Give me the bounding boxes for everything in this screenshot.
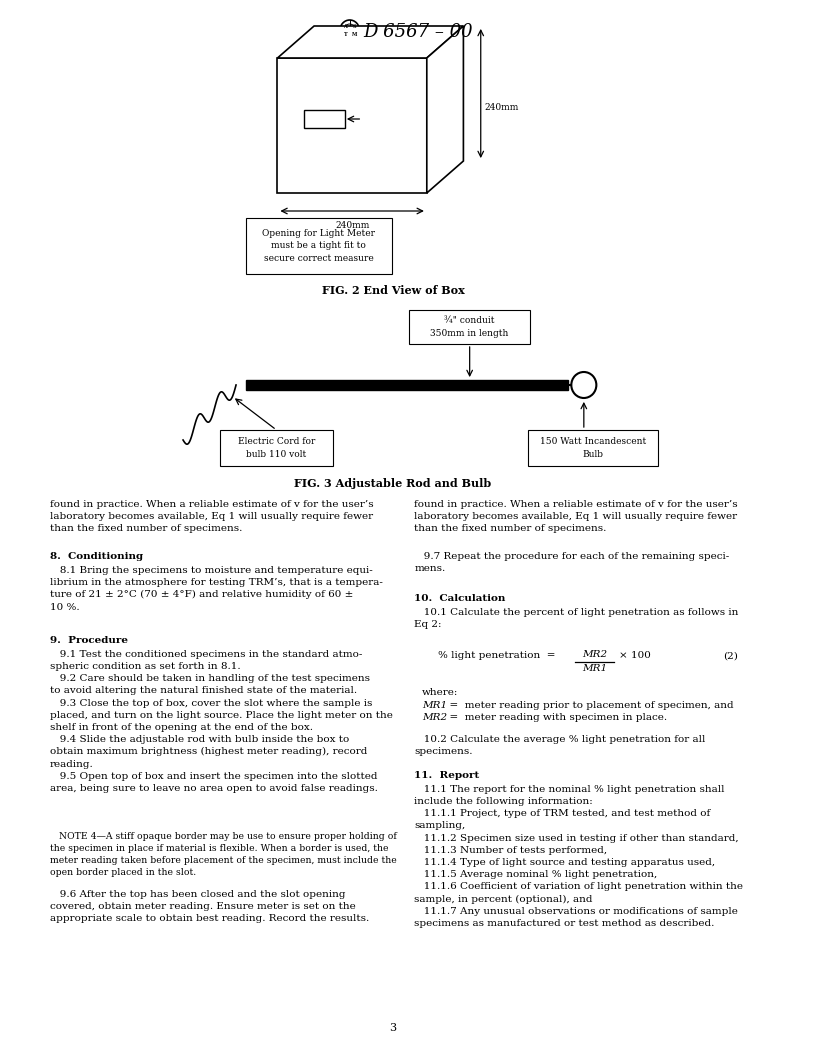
Text: 9.  Procedure: 9. Procedure: [50, 636, 128, 645]
Text: 10.  Calculation: 10. Calculation: [415, 593, 506, 603]
Text: found in practice. When a reliable estimate of v for the user’s
laboratory becom: found in practice. When a reliable estim…: [415, 499, 738, 533]
Text: =  meter reading with specimen in place.: = meter reading with specimen in place.: [443, 713, 667, 722]
Text: MR1: MR1: [422, 701, 447, 710]
Text: 11.  Report: 11. Report: [415, 771, 480, 780]
Polygon shape: [277, 26, 463, 58]
Text: M: M: [352, 32, 357, 37]
Text: Opening for Light Meter
must be a tight fit to
secure correct measure: Opening for Light Meter must be a tight …: [263, 229, 375, 263]
Text: 240mm: 240mm: [485, 103, 519, 112]
Bar: [220, 430, 334, 466]
Polygon shape: [427, 26, 463, 193]
Text: 8.1 Bring the specimens to moisture and temperature equi-
librium in the atmosph: 8.1 Bring the specimens to moisture and …: [50, 566, 383, 611]
Text: 9.1 Test the conditioned specimens in the standard atmo-
spheric condition as se: 9.1 Test the conditioned specimens in th…: [50, 650, 393, 793]
Bar: [277, 58, 427, 193]
Text: 150 Watt Incandescent
Bulb: 150 Watt Incandescent Bulb: [540, 437, 646, 458]
Text: × 100: × 100: [619, 652, 651, 660]
Bar: [528, 430, 658, 466]
Text: 9.6 After the top has been closed and the slot opening
covered, obtain meter rea: 9.6 After the top has been closed and th…: [50, 890, 370, 923]
Text: MR2: MR2: [422, 713, 447, 722]
Text: MR1: MR1: [582, 664, 607, 673]
Text: MR2: MR2: [582, 650, 607, 659]
Text: D 6567 – 00: D 6567 – 00: [363, 23, 472, 41]
Text: 11.1 The report for the nominal % light penetration shall
include the following : 11.1 The report for the nominal % light …: [415, 785, 743, 928]
Text: 8.  Conditioning: 8. Conditioning: [50, 552, 144, 561]
Text: 3: 3: [389, 1023, 397, 1033]
Text: S: S: [353, 24, 356, 29]
Text: 240mm: 240mm: [335, 221, 370, 230]
Text: NOTE 4—A stiff opaque border may be use to ensure proper holding of
the specimen: NOTE 4—A stiff opaque border may be use …: [50, 832, 397, 878]
Text: (2): (2): [723, 652, 738, 660]
Text: FIG. 2 End View of Box: FIG. 2 End View of Box: [322, 285, 464, 296]
Text: =  meter reading prior to placement of specimen, and: = meter reading prior to placement of sp…: [443, 701, 734, 710]
Text: 10.2 Calculate the average % light penetration for all
specimens.: 10.2 Calculate the average % light penet…: [415, 735, 706, 756]
Text: where:: where:: [422, 689, 459, 697]
Bar: [246, 218, 392, 274]
Bar: [410, 310, 530, 344]
Text: FIG. 3 Adjustable Rod and Bulb: FIG. 3 Adjustable Rod and Bulb: [295, 478, 492, 489]
Text: % light penetration  =: % light penetration =: [438, 652, 556, 660]
Bar: [246, 380, 569, 390]
Text: A: A: [344, 24, 348, 29]
Text: T: T: [344, 32, 348, 37]
Text: ¾" conduit
350mm in length: ¾" conduit 350mm in length: [431, 316, 509, 338]
Text: found in practice. When a reliable estimate of v for the user’s
laboratory becom: found in practice. When a reliable estim…: [50, 499, 374, 533]
Text: 9.7 Repeat the procedure for each of the remaining speci-
mens.: 9.7 Repeat the procedure for each of the…: [415, 552, 730, 573]
Text: 10.1 Calculate the percent of light penetration as follows in
Eq 2:: 10.1 Calculate the percent of light pene…: [415, 608, 738, 629]
Bar: [304, 110, 345, 128]
Text: Electric Cord for
bulb 110 volt: Electric Cord for bulb 110 volt: [237, 437, 315, 458]
